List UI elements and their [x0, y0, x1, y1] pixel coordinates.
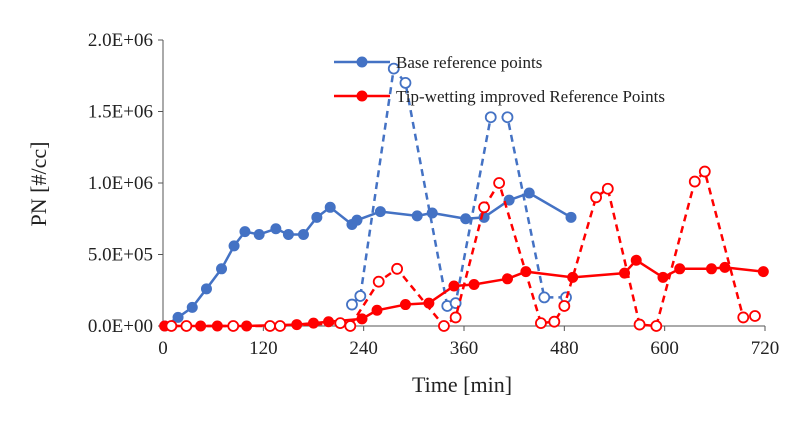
legend-marker [356, 90, 368, 102]
series-line-2 [164, 258, 764, 328]
y-tick-label: 5.0E+05 [88, 245, 153, 266]
x-tick-label: 120 [249, 338, 278, 359]
data-point-series-0 [239, 226, 251, 238]
data-point-series-1 [501, 111, 514, 124]
series-layer [159, 62, 769, 332]
legend: Base reference points Tip-wetting improve… [334, 53, 665, 106]
series-line-1 [351, 67, 567, 308]
data-point-series-3 [274, 320, 286, 332]
series-line-0 [163, 191, 572, 328]
data-point-series-0 [228, 240, 240, 252]
data-point-series-1 [399, 77, 412, 89]
data-point-series-2 [356, 313, 368, 325]
data-point-series-3 [372, 275, 385, 288]
legend-label: Tip-wetting improved Reference Points [396, 87, 665, 106]
data-point-series-3 [344, 320, 357, 332]
data-point-series-3 [601, 182, 614, 195]
data-point-series-3 [449, 311, 462, 324]
data-point-series-2 [719, 261, 731, 273]
x-tick-label: 240 [349, 338, 378, 359]
x-tick-label: 720 [751, 338, 780, 359]
data-point-series-0 [351, 214, 363, 226]
x-tick-label: 600 [650, 338, 679, 359]
data-point-series-2 [371, 304, 383, 316]
data-point-series-0 [311, 211, 323, 223]
data-point-series-2 [630, 254, 642, 266]
data-point-series-0 [297, 228, 309, 240]
y-tick-label: 1.0E+06 [88, 173, 153, 194]
x-tick-label: 480 [550, 338, 579, 359]
data-point-series-2 [323, 316, 335, 328]
data-point-series-3 [227, 320, 240, 332]
x-tick-label: 360 [450, 338, 479, 359]
data-point-series-0 [460, 213, 472, 225]
data-point-series-3 [264, 320, 276, 332]
x-tick-label: 0 [158, 338, 168, 359]
data-point-series-3 [698, 165, 711, 178]
data-point-series-3 [535, 317, 547, 330]
data-point-series-2 [705, 263, 717, 275]
data-point-series-0 [270, 223, 282, 235]
data-point-series-0 [523, 187, 535, 199]
data-point-series-1 [346, 298, 358, 311]
data-point-series-3 [737, 311, 750, 324]
legend-label: Base reference points [396, 53, 542, 72]
data-point-series-1 [538, 291, 551, 304]
data-point-series-2 [674, 263, 686, 275]
data-point-series-3 [650, 320, 663, 332]
data-point-series-3 [438, 320, 450, 332]
data-point-series-0 [172, 311, 184, 323]
data-point-series-0 [503, 194, 515, 206]
data-point-series-0 [324, 201, 336, 213]
data-point-series-2 [757, 266, 769, 278]
data-point-series-2 [657, 271, 669, 283]
data-point-series-0 [411, 210, 423, 222]
y-axis-title: PN [#/cc] [26, 142, 51, 227]
data-point-series-3 [391, 262, 404, 275]
legend-marker [356, 56, 368, 68]
data-point-series-3 [165, 320, 178, 332]
data-point-series-1 [354, 290, 367, 302]
data-point-series-0 [374, 206, 386, 218]
data-point-series-2 [567, 271, 579, 283]
data-point-series-1 [484, 111, 497, 124]
data-point-series-0 [253, 228, 265, 240]
y-tick-label: 1.5E+06 [88, 102, 153, 123]
data-point-series-1 [387, 62, 400, 75]
data-point-series-3 [478, 201, 490, 214]
data-point-series-3 [493, 177, 506, 189]
data-point-series-2 [448, 280, 460, 292]
y-tick-label: 2.0E+06 [88, 30, 153, 51]
data-point-series-3 [548, 315, 561, 328]
series-line-3 [171, 170, 756, 328]
data-point-series-3 [558, 300, 571, 312]
y-tick-label: 0.0E+00 [88, 316, 153, 337]
data-point-series-2 [468, 279, 480, 291]
data-point-series-2 [399, 299, 411, 311]
data-point-series-0 [216, 263, 228, 275]
data-point-series-0 [200, 283, 212, 295]
axes: 0.0E+00 5.0E+05 1.0E+06 1.5E+06 2.0E+06 0 120 2… [88, 30, 779, 359]
data-point-series-3 [633, 318, 646, 331]
data-point-series-0 [565, 211, 577, 223]
data-point-series-3 [749, 310, 761, 322]
data-point-series-3 [590, 191, 603, 204]
data-point-series-0 [186, 301, 198, 313]
x-axis-title: Time [min] [412, 372, 512, 397]
data-point-series-3 [688, 175, 701, 188]
data-point-series-0 [282, 228, 294, 240]
data-point-series-2 [501, 273, 513, 285]
data-point-series-3 [180, 320, 193, 332]
data-point-series-3 [334, 317, 347, 330]
